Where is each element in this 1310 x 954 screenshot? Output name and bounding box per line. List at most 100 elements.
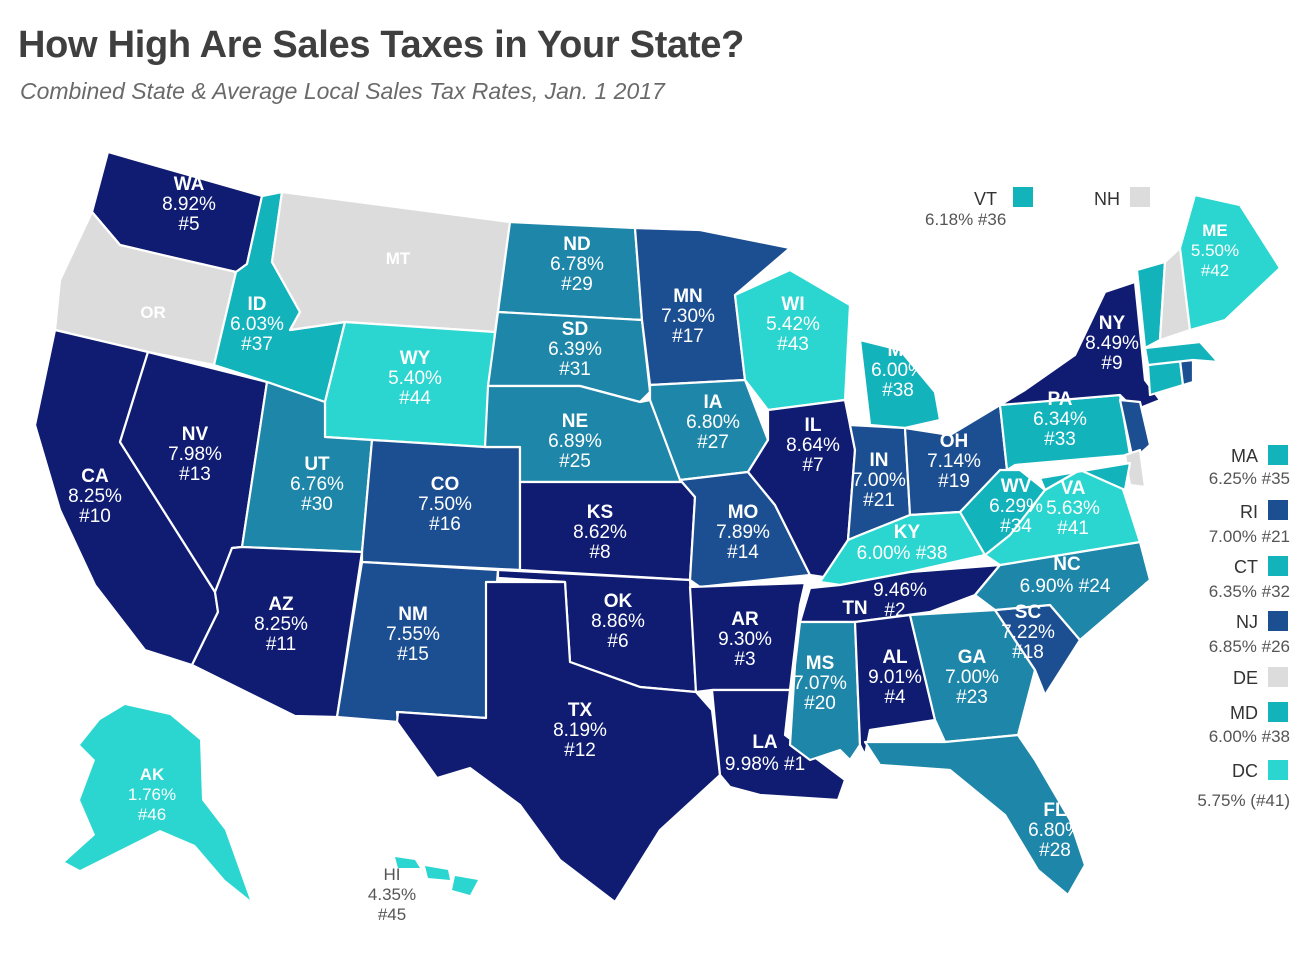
state-rank-fl: #28 (1039, 840, 1071, 861)
state-label-mt: MT (386, 249, 411, 268)
state-label-co: CO7.50%#16 (418, 474, 472, 535)
state-abbr-va: VA (1061, 478, 1086, 499)
legend-value-vt: 6.18% #36 (925, 210, 1006, 229)
state-ri-shape (1178, 358, 1195, 387)
state-abbr-al: AL (882, 647, 908, 668)
legend-abbr-ma: MA (1231, 446, 1258, 466)
state-label-ny: NY8.49%#9 (1085, 313, 1139, 374)
state-rank-sc: #18 (1012, 642, 1044, 663)
state-label-in: IN7.00%#21 (852, 450, 906, 511)
state-rate-az: 8.25% (254, 614, 308, 635)
state-rate-mi: 6.00% (871, 360, 925, 381)
state-fl-shape (863, 733, 1087, 897)
state-hi-shape (395, 857, 478, 895)
state-abbr-wi: WI (781, 294, 804, 315)
state-rate-ne: 6.89% (548, 431, 602, 452)
state-label-la: LA9.98% #1 (725, 732, 805, 775)
legend-value-ct: 6.35% #32 (1209, 582, 1290, 601)
state-abbr-ks: KS (587, 502, 613, 523)
state-rate-id: 6.03% (230, 314, 284, 335)
state-label-id: ID6.03%#37 (230, 294, 284, 355)
legend-abbr-nj: NJ (1236, 612, 1258, 632)
state-rate-ut: 6.76% (290, 474, 344, 495)
state-abbr-ms: MS (806, 653, 835, 674)
state-label-ks: KS8.62%#8 (573, 502, 627, 563)
legend-abbr-vt: VT (974, 189, 997, 209)
state-abbr-hi: HI (384, 865, 401, 884)
state-abbr-ak: AK (140, 765, 165, 784)
state-label-nm: NM7.55%#15 (386, 604, 440, 665)
state-rate-nc: 6.90% #24 (1020, 576, 1111, 597)
state-rank-mo: #14 (727, 542, 759, 563)
state-abbr-la: LA (752, 732, 778, 753)
state-shapes (33, 150, 1282, 904)
state-label-ia: IA6.80%#27 (686, 392, 740, 453)
state-label-sd: SD6.39%#31 (548, 319, 602, 380)
state-abbr-mn: MN (673, 286, 703, 307)
state-rank-pa: #33 (1044, 429, 1076, 450)
legend-swatch-nh (1130, 187, 1150, 207)
state-rank-nv: #13 (179, 464, 211, 485)
state-rank-nm: #15 (397, 644, 429, 665)
state-rate-wi: 5.42% (766, 314, 820, 335)
state-rate-ia: 6.80% (686, 412, 740, 433)
state-labels: WA8.92%#5ORCA8.25%#10NV7.98%#13ID6.03%#3… (68, 174, 1239, 924)
state-abbr-az: AZ (268, 594, 294, 615)
state-label-wi: WI5.42%#43 (766, 294, 820, 355)
state-abbr-pa: PA (1048, 389, 1073, 410)
state-abbr-co: CO (431, 474, 460, 495)
state-rate-sd: 6.39% (548, 339, 602, 360)
state-abbr-wy: WY (400, 348, 431, 369)
state-rate-co: 7.50% (418, 494, 472, 515)
state-abbr-me: ME (1202, 221, 1228, 240)
state-rate-la: 9.98% #1 (725, 754, 805, 775)
state-rank-va: #41 (1057, 518, 1089, 539)
legend-abbr-nh: NH (1094, 189, 1120, 209)
state-rank-wy: #44 (399, 388, 431, 409)
legend-entry-ri: RI 7.00% #21 (1209, 500, 1290, 546)
legend-swatch-dc (1268, 760, 1288, 780)
legend-value-ma: 6.25% #35 (1209, 469, 1290, 488)
state-rank-tn: #2 (884, 600, 905, 621)
state-md-shape (1038, 461, 1132, 492)
legend-value-nj: 6.85% #26 (1209, 637, 1290, 656)
state-label-ky: KY6.00% #38 (857, 522, 948, 564)
state-abbr-nm: NM (398, 604, 428, 625)
state-abbr-tn: TN (842, 598, 867, 619)
legend-value-ri: 7.00% #21 (1209, 527, 1290, 546)
state-rank-ok: #6 (607, 631, 628, 652)
state-rank-wi: #43 (777, 334, 809, 355)
state-rate-sc: 7.22% (1001, 622, 1055, 643)
state-abbr-ia: IA (704, 392, 723, 413)
state-rate-wv: 6.29% (989, 496, 1043, 517)
state-label-ca: CA8.25%#10 (68, 466, 122, 527)
state-label-me: ME5.50%#42 (1191, 221, 1239, 280)
state-rate-ky: 6.00% #38 (857, 543, 948, 564)
state-rate-nv: 7.98% (168, 444, 222, 465)
state-label-mo: MO7.89%#14 (716, 502, 770, 563)
state-rate-al: 9.01% (868, 667, 922, 688)
state-abbr-or: OR (140, 303, 166, 322)
state-rate-nd: 6.78% (550, 254, 604, 275)
state-label-wv: WV6.29%#34 (989, 476, 1043, 537)
legend-abbr-dc: DC (1232, 761, 1258, 781)
state-abbr-mo: MO (728, 502, 759, 523)
state-nj-shape (1118, 398, 1152, 462)
state-rank-co: #16 (429, 514, 461, 535)
state-rank-nd: #29 (561, 274, 593, 295)
state-rank-in: #21 (863, 490, 895, 511)
state-ak-shape (65, 705, 250, 900)
state-rate-ms: 7.07% (793, 673, 847, 694)
legend-entry-nj: NJ 6.85% #26 (1209, 611, 1290, 656)
state-label-ak: AK1.76%#46 (128, 765, 176, 824)
state-la-shape (710, 688, 847, 802)
state-label-ne: NE6.89%#25 (548, 411, 602, 472)
state-rate-ga: 7.00% (945, 667, 999, 688)
legend-abbr-md: MD (1230, 703, 1258, 723)
state-abbr-ga: GA (958, 647, 987, 668)
state-label-nc: NC6.90% #24 (1020, 554, 1111, 597)
legend-abbr-ct: CT (1234, 557, 1258, 577)
state-me-shape (1178, 193, 1282, 332)
state-label-sc: SC7.22%#18 (1001, 602, 1055, 663)
